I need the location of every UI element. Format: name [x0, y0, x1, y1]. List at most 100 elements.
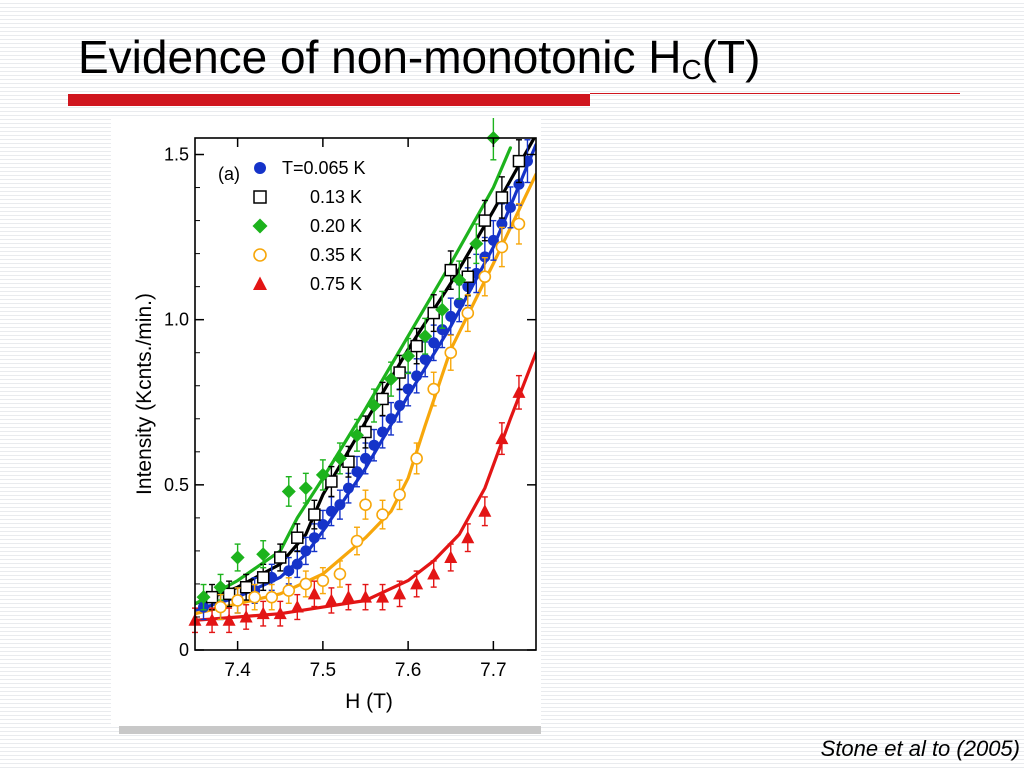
- data-point-t-0-065-k: [377, 415, 389, 449]
- legend-label: 0.75 K: [310, 274, 362, 294]
- data-point-0-75-k: [444, 543, 458, 572]
- data-point-0-75-k: [290, 593, 304, 621]
- marker-t-0-065-k: [368, 439, 380, 451]
- marker-0-13-k: [478, 214, 492, 227]
- marker-0-13-k: [410, 339, 423, 353]
- legend-entry-0-13-k: 0.13 K: [253, 187, 362, 207]
- data-point-0-20-k: [332, 442, 347, 475]
- data-point-0-75-k: [359, 583, 372, 611]
- y-tick-label: 0: [179, 640, 189, 660]
- x-tick-label: 7.7: [480, 660, 506, 681]
- data-point-t-0-065-k: [317, 509, 329, 540]
- marker-0-75-k: [256, 606, 270, 620]
- marker-0-75-k: [461, 530, 475, 544]
- axis-ticks: 7.4 7.5 7.6 7.7 0 0.5 1.0 1.5: [164, 138, 536, 681]
- data-point-0-35-k: [316, 566, 330, 595]
- data-point-0-35-k: [376, 499, 389, 530]
- data-point-0-75-k: [376, 583, 390, 611]
- panel-label: (a): [218, 164, 240, 184]
- marker-0-75-k: [478, 504, 492, 517]
- marker-0-13-k: [291, 531, 304, 544]
- data-point-0-20-k: [418, 317, 433, 355]
- data-point-0-20-k: [230, 543, 245, 572]
- data-point-0-13-k: [239, 573, 253, 601]
- data-point-0-35-k: [444, 334, 458, 371]
- x-axis-label: H (T): [345, 690, 393, 713]
- marker-0-35-k: [427, 382, 441, 396]
- legend-marker: [252, 218, 268, 234]
- marker-0-13-k: [495, 191, 509, 204]
- data-point-t-0-065-k: [487, 219, 499, 261]
- data-point-t-0-065-k: [308, 523, 320, 553]
- marker-t-0-065-k: [513, 178, 525, 190]
- marker-t-0-065-k: [402, 383, 414, 395]
- marker-t-0-065-k: [436, 324, 448, 336]
- legend-label: 0.13 K: [310, 187, 362, 207]
- marker-0-20-k: [418, 329, 433, 344]
- marker-0-13-k: [308, 508, 321, 521]
- data-point-0-35-k: [282, 577, 296, 604]
- title-accent-line: [590, 93, 960, 94]
- slide-title-main: Evidence of non-monotonic H: [78, 31, 682, 83]
- data-point-0-75-k: [222, 607, 236, 634]
- marker-0-35-k: [359, 498, 372, 511]
- data-point-0-13-k: [512, 139, 526, 184]
- data-point-0-20-k: [315, 459, 330, 491]
- data-point-t-0-065-k: [342, 472, 354, 504]
- marker-t-0-065-k: [496, 218, 508, 230]
- data-point-0-35-k: [265, 583, 279, 611]
- data-point-0-13-k: [222, 580, 236, 608]
- data-point-0-75-k: [427, 560, 441, 588]
- data-point-0-13-k: [478, 199, 492, 242]
- marker-0-75-k: [273, 606, 287, 620]
- legend-entry-0-20-k: 0.20 K: [252, 216, 362, 236]
- data-point-0-35-k: [512, 203, 526, 245]
- marker-0-13-k: [325, 475, 338, 488]
- data-point-0-13-k: [376, 381, 389, 417]
- marker-0-75-k: [444, 550, 458, 564]
- data-point-t-0-065-k: [402, 371, 414, 407]
- data-point-0-75-k: [393, 580, 407, 608]
- data-point-0-75-k: [239, 604, 253, 630]
- data-point-0-13-k: [410, 327, 423, 365]
- data-point-0-20-k: [469, 223, 484, 265]
- marker-0-20-k: [315, 467, 330, 482]
- x-tick-label: 7.4: [224, 660, 251, 681]
- marker-t-0-065-k: [445, 310, 457, 322]
- data-point-0-20-k: [401, 337, 416, 375]
- marker-t-0-065-k: [411, 370, 423, 382]
- marker-0-35-k: [444, 346, 458, 360]
- marker-0-35-k: [231, 594, 244, 607]
- marker-0-75-k: [410, 576, 424, 590]
- marker-0-13-k: [222, 587, 236, 601]
- citation: Stone et al to (2005): [820, 736, 1020, 761]
- legend-entry-0-75-k: 0.75 K: [253, 274, 362, 294]
- marker-0-35-k: [316, 574, 330, 587]
- marker-0-20-k: [213, 580, 228, 595]
- marker-t-0-065-k: [419, 353, 431, 365]
- legend-marker: [253, 248, 267, 262]
- marker-0-75-k: [359, 590, 372, 603]
- marker-0-35-k: [393, 488, 406, 502]
- marker-0-35-k: [214, 600, 227, 614]
- marker-0-75-k: [205, 613, 219, 626]
- marker-0-75-k: [239, 609, 253, 623]
- y-tick-label: 1.5: [164, 145, 189, 165]
- data-point-t-0-065-k: [300, 536, 312, 566]
- data-point-0-35-k: [393, 479, 406, 511]
- marker-t-0-065-k: [334, 499, 346, 511]
- marker-t-0-065-k: [428, 337, 440, 349]
- data-point-0-13-k: [325, 465, 338, 498]
- marker-0-20-k: [367, 398, 382, 413]
- data-point-0-20-k: [196, 583, 211, 611]
- data-point-0-35-k: [359, 489, 372, 520]
- data-point-0-75-k: [341, 583, 355, 611]
- data-points: [188, 118, 533, 634]
- data-point-0-35-k: [427, 371, 441, 407]
- data-point-0-20-k: [367, 388, 382, 423]
- marker-0-20-k: [452, 273, 467, 288]
- legend-label: T=0.065 K: [282, 158, 366, 178]
- marker-0-75-k: [222, 613, 236, 626]
- data-point-t-0-065-k: [351, 455, 363, 488]
- marker-0-35-k: [461, 306, 475, 320]
